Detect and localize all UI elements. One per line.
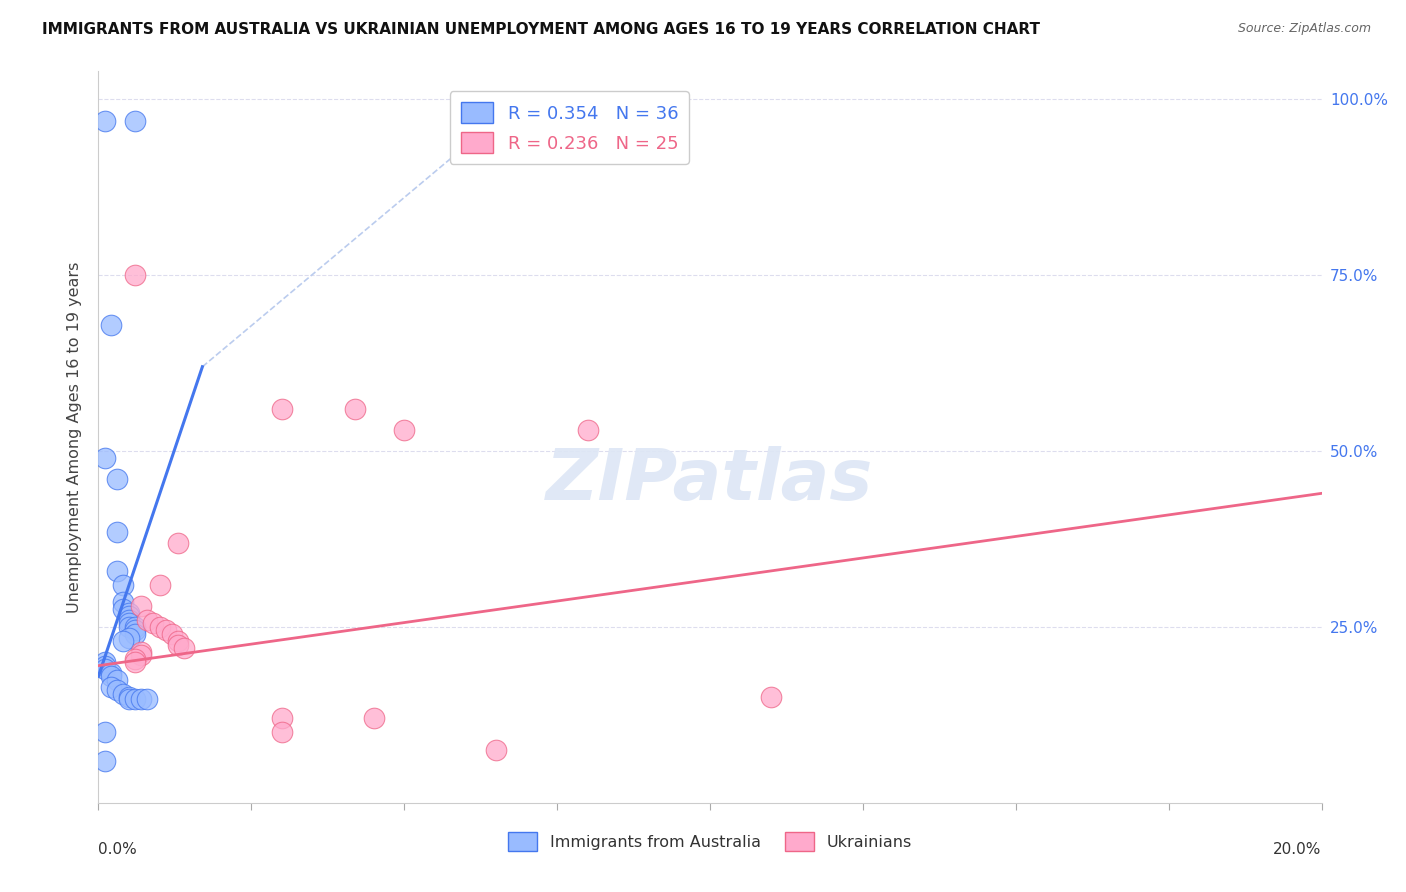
Point: [136, 691, 159, 706]
Point: [124, 655, 146, 669]
Point: [93, 451, 115, 466]
Legend: Immigrants from Australia, Ukrainians: Immigrants from Australia, Ukrainians: [502, 826, 918, 857]
Point: [118, 606, 141, 620]
Point: [124, 620, 146, 634]
Point: [173, 641, 195, 656]
Point: [111, 578, 134, 592]
Point: [118, 631, 141, 645]
Y-axis label: Unemployment Among Ages 16 to 19 years: Unemployment Among Ages 16 to 19 years: [67, 261, 83, 613]
Point: [392, 423, 416, 437]
Point: [111, 595, 134, 609]
Point: [105, 472, 128, 486]
Point: [118, 609, 141, 624]
Point: [160, 627, 183, 641]
Point: [149, 578, 172, 592]
Point: [118, 620, 141, 634]
Point: [344, 401, 367, 416]
Text: ZIPatlas: ZIPatlas: [547, 447, 873, 516]
Point: [105, 524, 128, 539]
Point: [93, 754, 115, 768]
Point: [93, 662, 115, 676]
Point: [129, 648, 152, 662]
Point: [124, 624, 146, 638]
Point: [363, 711, 385, 725]
Point: [270, 401, 292, 416]
Text: Source: ZipAtlas.com: Source: ZipAtlas.com: [1237, 22, 1371, 36]
Point: [167, 634, 190, 648]
Point: [124, 113, 146, 128]
Point: [93, 658, 115, 673]
Point: [118, 691, 141, 706]
Point: [129, 644, 152, 658]
Text: 20.0%: 20.0%: [1274, 842, 1322, 856]
Point: [100, 669, 122, 683]
Point: [118, 616, 141, 631]
Point: [111, 687, 134, 701]
Point: [142, 616, 165, 631]
Text: IMMIGRANTS FROM AUSTRALIA VS UKRAINIAN UNEMPLOYMENT AMONG AGES 16 TO 19 YEARS CO: IMMIGRANTS FROM AUSTRALIA VS UKRAINIAN U…: [42, 22, 1040, 37]
Point: [100, 665, 122, 680]
Point: [93, 113, 115, 128]
Point: [167, 535, 190, 549]
Point: [759, 690, 782, 705]
Point: [111, 602, 134, 616]
Point: [124, 627, 146, 641]
Point: [124, 268, 146, 283]
Point: [118, 690, 141, 705]
Point: [155, 624, 177, 638]
Point: [129, 691, 152, 706]
Point: [100, 318, 122, 332]
Point: [149, 620, 172, 634]
Point: [93, 655, 115, 669]
Point: [576, 423, 599, 437]
Point: [129, 599, 152, 613]
Point: [105, 564, 128, 578]
Point: [136, 613, 159, 627]
Point: [100, 680, 122, 694]
Point: [270, 711, 292, 725]
Point: [111, 634, 134, 648]
Point: [93, 725, 115, 739]
Point: [270, 725, 292, 739]
Point: [118, 613, 141, 627]
Point: [485, 743, 508, 757]
Point: [105, 683, 128, 698]
Point: [124, 651, 146, 665]
Point: [167, 638, 190, 652]
Text: 0.0%: 0.0%: [98, 842, 138, 856]
Point: [105, 673, 128, 687]
Point: [124, 691, 146, 706]
